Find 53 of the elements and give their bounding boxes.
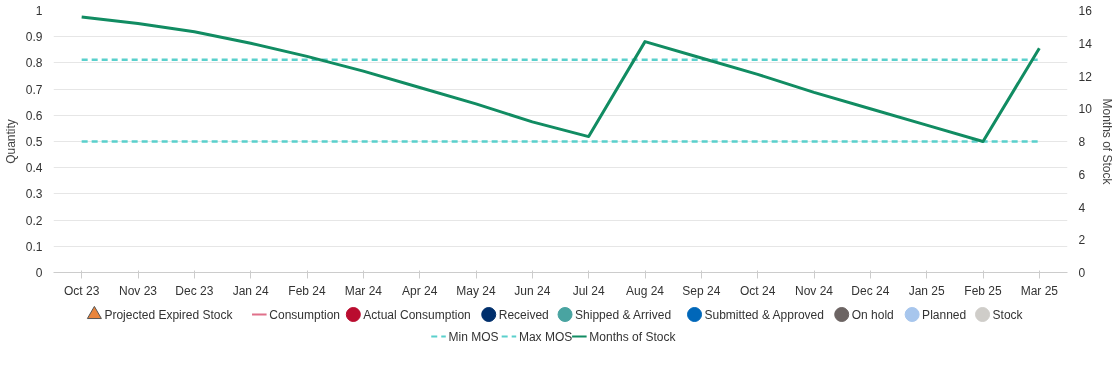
- y2-axis-title: Months of Stock: [1099, 98, 1114, 186]
- x-tick-label: Nov 24: [794, 283, 834, 298]
- legend-label: Actual Consumption: [363, 307, 471, 322]
- y-tick-label: 0.9: [25, 30, 43, 45]
- x-tick-label: Aug 24: [625, 283, 665, 298]
- legend-label: Months of Stock: [589, 329, 677, 344]
- y-tick-label: 0.4: [25, 161, 43, 176]
- x-tick-label: Mar 24: [344, 283, 383, 298]
- legend-label: Planned: [922, 307, 967, 322]
- legend-label: Submitted & Approved: [704, 307, 824, 322]
- legend-label: Consumption: [269, 307, 341, 322]
- x-tick-label: Sep 24: [682, 283, 721, 298]
- x-tick-label: Dec 24: [851, 283, 890, 298]
- x-tick-label: Apr 24: [401, 283, 438, 298]
- y-tick-label: 1: [35, 4, 43, 18]
- y-tick-label: 0.2: [25, 213, 43, 228]
- y-tick-label: 0.7: [25, 82, 43, 97]
- legend-label: Max MOS: [518, 329, 573, 344]
- y-tick-label: 0.8: [25, 56, 43, 71]
- x-tick-label: Nov 23: [118, 283, 158, 298]
- y2-tick-label: 8: [1078, 135, 1086, 149]
- x-tick-label: Oct 24: [739, 283, 776, 298]
- y2-tick-label: 16: [1078, 4, 1093, 18]
- y2-tick-label: 4: [1078, 200, 1086, 215]
- legend-label: Min MOS: [448, 329, 499, 344]
- legend-label: Shipped & Arrived: [575, 307, 672, 322]
- legend-label: Stock: [992, 307, 1024, 322]
- y2-tick-label: 2: [1078, 233, 1086, 248]
- y-axis-title: Quantity: [3, 119, 18, 164]
- x-tick-label: Dec 23: [175, 283, 214, 298]
- y-tick-label: 0.6: [25, 108, 43, 123]
- y2-tick-label: 0: [1078, 266, 1086, 280]
- x-tick-label: Jul 24: [572, 283, 605, 298]
- y-tick-label: 0.5: [25, 135, 43, 149]
- x-tick-label: Oct 23: [63, 283, 100, 298]
- line-series: [80, 15, 1041, 143]
- y2-tick-label: 6: [1078, 167, 1086, 182]
- y2-tick-label: 12: [1078, 69, 1093, 84]
- y-tick-label: 0.1: [25, 239, 43, 254]
- legend-label: Received: [498, 307, 549, 322]
- y-tick-label: 0: [35, 266, 43, 280]
- x-tick-label: Jun 24: [514, 283, 551, 298]
- x-tick-label: Feb 24: [288, 283, 327, 298]
- y2-tick-label: 14: [1078, 36, 1093, 51]
- x-tick-label: Jan 25: [908, 283, 946, 298]
- legend-label: On hold: [851, 307, 894, 322]
- y-tick-label: 0.3: [25, 187, 43, 202]
- x-tick-label: Mar 25: [1020, 283, 1059, 298]
- x-tick-label: Jan 24: [232, 283, 270, 298]
- legend-label: Projected Expired Stock: [104, 307, 234, 322]
- x-tick-label: May 24: [456, 283, 496, 298]
- y2-tick-label: 10: [1078, 102, 1093, 117]
- x-tick-label: Feb 25: [964, 283, 1003, 298]
